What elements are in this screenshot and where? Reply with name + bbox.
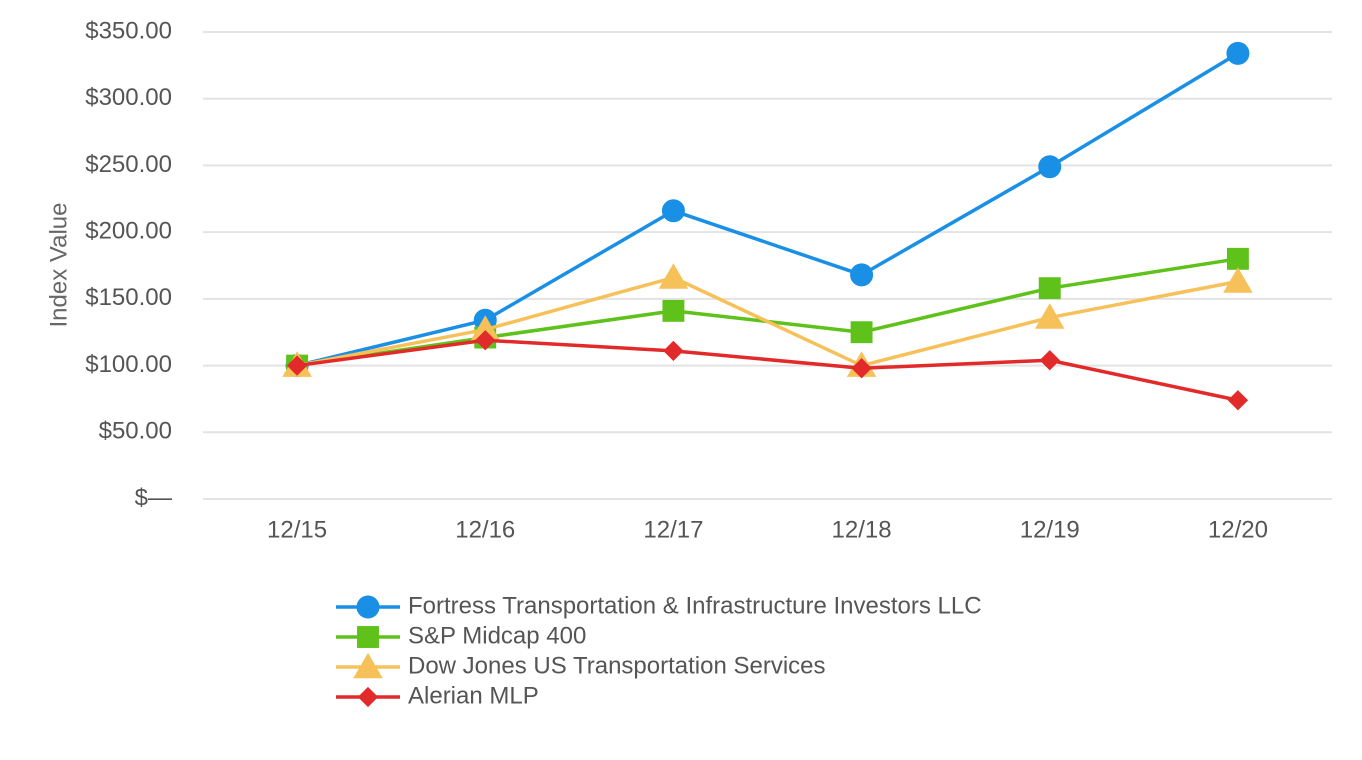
x-tick-label: 12/20 [1208, 516, 1268, 543]
legend-item-0: Fortress Transportation & Infrastructure… [336, 592, 982, 619]
legend-label: Dow Jones US Transportation Services [408, 652, 826, 679]
data-point [1227, 390, 1249, 411]
legend-item-2: Dow Jones US Transportation Services [336, 652, 826, 679]
data-point [662, 299, 685, 322]
data-point [1038, 277, 1061, 300]
series-line [296, 51, 1239, 368]
series-0 [285, 41, 1250, 378]
data-point [661, 199, 685, 223]
series-1 [286, 247, 1249, 377]
legend-marker [356, 595, 380, 619]
series-layer [282, 41, 1253, 411]
legend-item-3: Alerian MLP [336, 682, 539, 709]
legend-label: Alerian MLP [408, 682, 539, 709]
legend-label: Fortress Transportation & Infrastructure… [408, 592, 982, 619]
y-tick-label: $300.00 [85, 84, 172, 111]
legend-marker [353, 652, 383, 679]
x-axis-ticks: 12/15 12/16 12/17 12/18 12/19 12/20 [267, 516, 1268, 543]
data-point [1226, 247, 1249, 270]
y-axis-ticks: $— $50.00 $100.00 $150.00 $200.00 $250.00 $300… [85, 17, 172, 511]
data-point [1034, 303, 1065, 329]
y-axis-label: Index Value [45, 203, 72, 328]
legend-marker [357, 626, 379, 648]
x-tick-label: 12/16 [455, 516, 515, 543]
data-point [658, 263, 689, 289]
y-tick-label: $— [135, 484, 172, 511]
legend: Fortress Transportation & Infrastructure… [336, 592, 982, 709]
data-point [1038, 155, 1062, 179]
data-point [663, 340, 684, 362]
x-tick-label: 12/15 [267, 516, 327, 543]
x-tick-label: 12/17 [643, 516, 703, 543]
y-tick-label: $350.00 [85, 17, 172, 44]
data-point [286, 355, 308, 376]
legend-marker [357, 686, 379, 708]
y-tick-label: $150.00 [85, 284, 172, 311]
x-tick-label: 12/18 [832, 516, 892, 543]
y-tick-label: $250.00 [85, 151, 172, 178]
series-line [296, 275, 1239, 368]
data-point [475, 330, 496, 351]
data-point [850, 263, 874, 287]
y-tick-label: $50.00 [99, 418, 172, 445]
legend-label: S&P Midcap 400 [408, 622, 586, 649]
grid-lines [203, 31, 1332, 500]
x-tick-label: 12/19 [1020, 516, 1080, 543]
data-point [1226, 41, 1250, 65]
series-3 [286, 330, 1249, 411]
series-line [296, 257, 1239, 368]
legend-item-1: S&P Midcap 400 [336, 622, 586, 649]
data-point [1223, 267, 1253, 293]
y-tick-label: $200.00 [85, 217, 172, 244]
data-point [851, 358, 872, 379]
data-point [850, 321, 873, 344]
y-tick-label: $100.00 [85, 351, 172, 378]
data-point [1039, 350, 1060, 371]
series-line [296, 338, 1239, 402]
